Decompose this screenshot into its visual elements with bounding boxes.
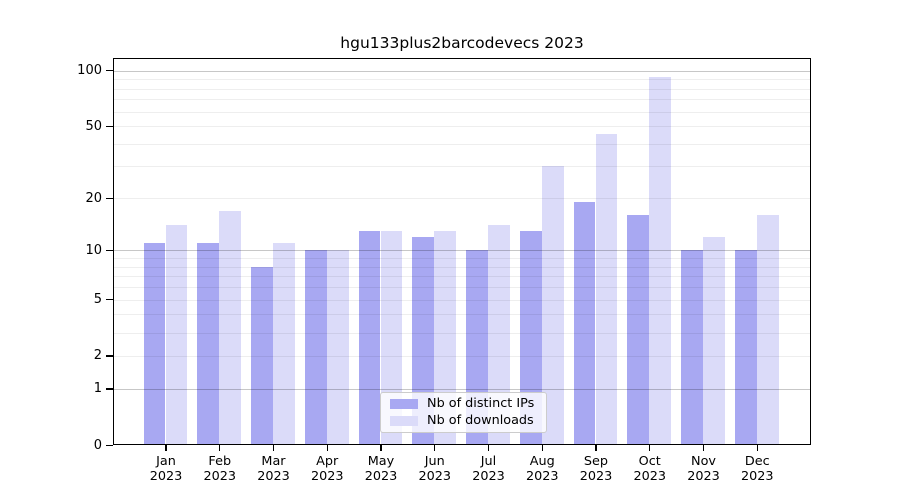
- y-tick-mark: [106, 388, 113, 390]
- bar-distinct-ips: [573, 201, 596, 445]
- y-tick-mark: [106, 70, 113, 72]
- bar-downloads: [165, 225, 188, 445]
- y-tick-label: 100: [77, 63, 102, 79]
- legend-swatch-distinct-ips: [390, 399, 418, 409]
- bar-downloads: [326, 250, 349, 445]
- x-tick-label: Sep 2023: [579, 454, 613, 484]
- y-tick-mark: [106, 125, 113, 127]
- legend: Nb of distinct IPs Nb of downloads: [380, 392, 547, 433]
- x-tick-label: Aug 2023: [525, 454, 559, 484]
- x-tick-label: May 2023: [364, 454, 398, 484]
- x-tick-mark: [272, 445, 275, 451]
- bar-downloads: [273, 243, 295, 445]
- bar-distinct-ips: [681, 250, 703, 445]
- x-tick-mark: [434, 445, 436, 451]
- bar-distinct-ips: [197, 243, 220, 445]
- x-tick-label: Nov 2023: [687, 454, 720, 484]
- legend-swatch-downloads: [390, 416, 418, 426]
- x-tick-mark: [595, 445, 597, 451]
- bar-distinct-ips: [519, 230, 542, 445]
- plot-area: Nb of distinct IPs Nb of downloads: [113, 58, 811, 445]
- y-tick-mark: [106, 355, 113, 357]
- y-tick-label: 1: [93, 381, 102, 397]
- y-tick-label: 0: [93, 437, 102, 453]
- bars-layer: [113, 58, 811, 445]
- bar-downloads: [380, 230, 403, 445]
- bar-downloads: [703, 236, 725, 445]
- bar-downloads: [595, 134, 618, 445]
- x-tick-mark: [219, 445, 221, 451]
- y-tick-label: 50: [85, 118, 102, 134]
- y-tick-label: 20: [85, 190, 102, 206]
- x-tick-mark: [541, 445, 543, 451]
- x-tick-mark: [702, 445, 705, 451]
- y-tick-mark: [106, 444, 113, 446]
- x-tick-label: Jun 2023: [418, 454, 452, 484]
- x-tick-label: Jul 2023: [472, 454, 505, 484]
- bar-distinct-ips: [734, 250, 757, 445]
- x-tick-label: Oct 2023: [633, 454, 667, 484]
- bar-downloads: [649, 77, 672, 445]
- y-tick-mark: [106, 299, 113, 301]
- bar-downloads: [488, 225, 510, 445]
- x-tick-label: Apr 2023: [310, 454, 344, 484]
- x-tick-label: Dec 2023: [740, 454, 774, 484]
- bar-downloads: [541, 166, 564, 445]
- legend-label-distinct-ips: Nb of distinct IPs: [427, 396, 535, 411]
- y-tick-mark: [106, 197, 113, 199]
- bar-downloads: [434, 230, 457, 445]
- legend-item-distinct-ips: Nb of distinct IPs: [390, 397, 537, 411]
- y-tick-label: 2: [93, 348, 102, 364]
- bar-distinct-ips: [358, 230, 381, 445]
- x-tick-mark: [380, 445, 382, 451]
- x-tick-mark: [165, 445, 167, 451]
- legend-label-downloads: Nb of downloads: [427, 413, 534, 428]
- y-tick-mark: [106, 249, 113, 252]
- x-tick-mark: [326, 445, 328, 451]
- bar-downloads: [219, 210, 242, 445]
- x-tick-mark: [649, 445, 651, 451]
- x-tick-label: Mar 2023: [257, 454, 290, 484]
- bar-distinct-ips: [143, 243, 166, 445]
- bar-distinct-ips: [304, 250, 327, 445]
- y-tick-label: 5: [93, 292, 102, 308]
- x-tick-mark: [487, 445, 490, 451]
- bar-distinct-ips: [627, 215, 650, 445]
- bar-distinct-ips: [251, 266, 273, 445]
- legend-item-downloads: Nb of downloads: [390, 414, 537, 428]
- x-tick-mark: [756, 445, 758, 451]
- chart-title: hgu133plus2barcodevecs 2023: [340, 34, 584, 52]
- bar-downloads: [756, 215, 779, 445]
- x-tick-label: Jan 2023: [149, 454, 183, 484]
- x-tick-label: Feb 2023: [203, 454, 237, 484]
- y-tick-label: 10: [85, 242, 102, 258]
